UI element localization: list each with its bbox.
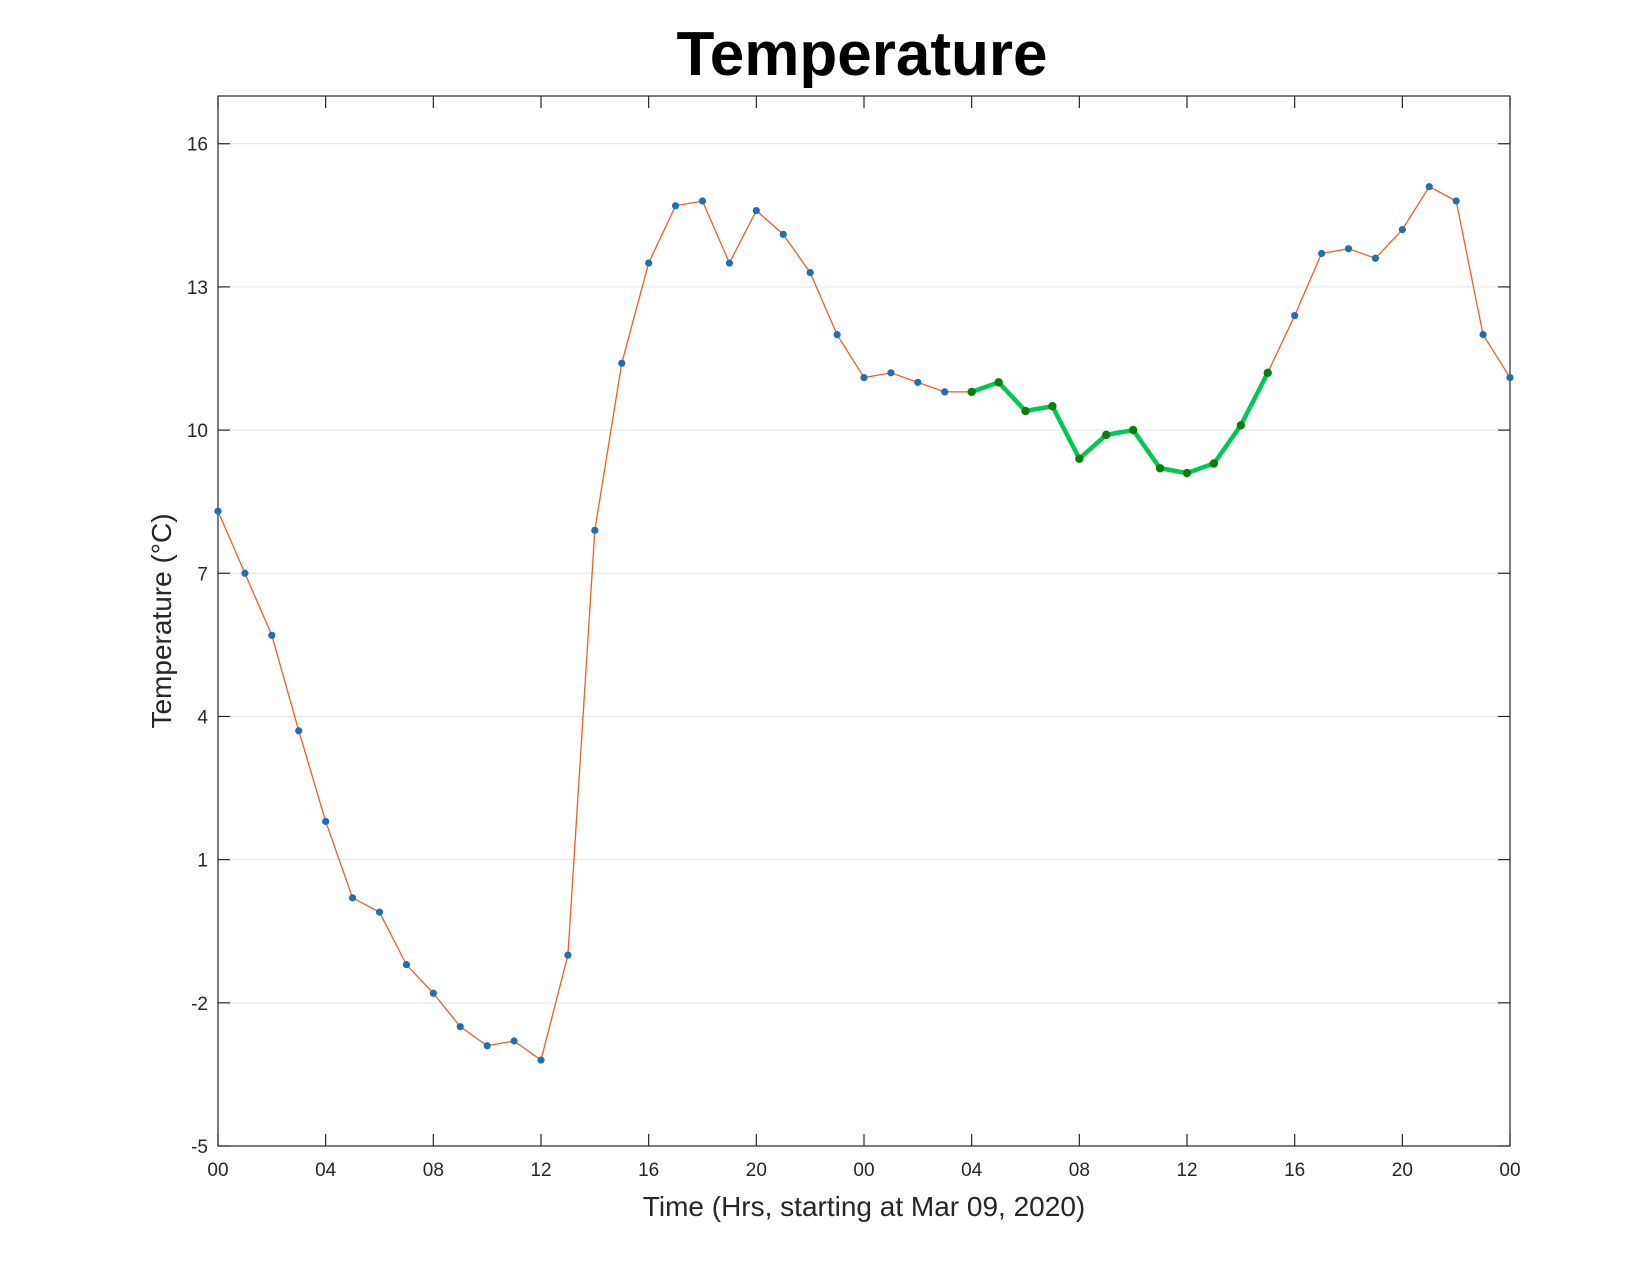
axis-ticks: -5 -2 1 4 7 10 13 16 00 04 08 12 16 20 00 04 08 12 16 20 00 <box>187 96 1521 1181</box>
data-point <box>214 507 222 515</box>
data-point <box>618 359 626 367</box>
data-point <box>806 268 814 277</box>
data-series <box>214 183 1514 1064</box>
data-point <box>402 961 411 969</box>
data-point <box>322 817 330 826</box>
x-tick-label: 08 <box>423 1160 444 1181</box>
highlight-data-point <box>1209 459 1219 468</box>
data-point <box>671 202 680 210</box>
x-tick-label: 04 <box>961 1160 983 1181</box>
data-point <box>941 388 949 396</box>
y-axis-label: Temperature (°C) <box>146 513 177 728</box>
data-point <box>510 1037 518 1045</box>
highlight-data-point <box>994 378 1003 387</box>
plot-area <box>217 95 1511 1147</box>
y-tick-label: 10 <box>187 421 208 442</box>
data-point <box>348 894 357 902</box>
data-point <box>860 373 868 382</box>
y-tick-label: -2 <box>191 994 208 1015</box>
data-point <box>241 569 249 577</box>
data-point <box>752 206 760 215</box>
data-point <box>698 197 707 205</box>
x-tick-label: 16 <box>638 1160 659 1181</box>
x-tick-label: 04 <box>315 1160 337 1181</box>
highlight-data-point <box>1155 464 1165 473</box>
chart-title: Temperature <box>677 20 1048 89</box>
data-point <box>914 378 922 386</box>
data-point <box>375 908 384 916</box>
x-tick-label: 12 <box>1176 1160 1197 1181</box>
data-point <box>564 951 572 959</box>
data-point <box>483 1042 491 1050</box>
data-point <box>1479 331 1487 339</box>
y-tick-label: 13 <box>187 278 208 299</box>
highlight-data-point <box>1021 406 1030 416</box>
data-point <box>1371 254 1380 262</box>
data-point <box>779 230 787 239</box>
y-tick-label: 1 <box>197 851 208 872</box>
highlight-data-point <box>1263 368 1272 378</box>
highlight-data-point <box>967 387 976 397</box>
highlight-data-point <box>1048 402 1057 411</box>
highlight-data-point <box>1128 425 1138 435</box>
highlight-data-point <box>1236 421 1246 430</box>
data-point <box>456 1023 464 1031</box>
x-tick-label: 00 <box>853 1160 874 1181</box>
y-tick-label: 16 <box>187 135 208 156</box>
x-axis-label: Time (Hrs, starting at Mar 09, 2020) <box>643 1191 1085 1222</box>
data-point <box>1452 197 1460 205</box>
data-point <box>645 259 653 267</box>
data-point <box>1317 249 1326 258</box>
x-tick-label: 00 <box>1499 1160 1520 1181</box>
data-point <box>887 369 895 377</box>
y-tick-label: -5 <box>191 1137 208 1158</box>
data-point <box>429 989 437 997</box>
data-point <box>833 331 841 339</box>
x-tick-label: 00 <box>207 1160 228 1181</box>
data-point <box>537 1056 545 1064</box>
data-point <box>295 727 303 735</box>
y-tick-label: 4 <box>197 707 208 728</box>
x-tick-label: 12 <box>530 1160 551 1181</box>
highlight-data-point <box>1102 430 1111 440</box>
data-point <box>1425 183 1433 191</box>
data-point <box>591 526 599 534</box>
data-point <box>1506 373 1514 382</box>
highlight-data-point <box>1182 468 1192 478</box>
x-tick-label: 20 <box>1392 1160 1413 1181</box>
data-point <box>725 259 734 267</box>
highlight-data-point <box>1075 454 1084 463</box>
x-tick-label: 20 <box>746 1160 767 1181</box>
series-line <box>217 186 1511 1061</box>
y-tick-label: 7 <box>197 564 208 585</box>
data-point <box>1398 226 1406 234</box>
data-point <box>1291 311 1299 320</box>
data-point <box>268 631 276 639</box>
gridlines <box>218 143 1510 1147</box>
highlight-series-line <box>969 370 1270 476</box>
x-tick-label: 16 <box>1284 1160 1305 1181</box>
data-point <box>1344 245 1353 253</box>
x-tick-label: 08 <box>1069 1160 1090 1181</box>
